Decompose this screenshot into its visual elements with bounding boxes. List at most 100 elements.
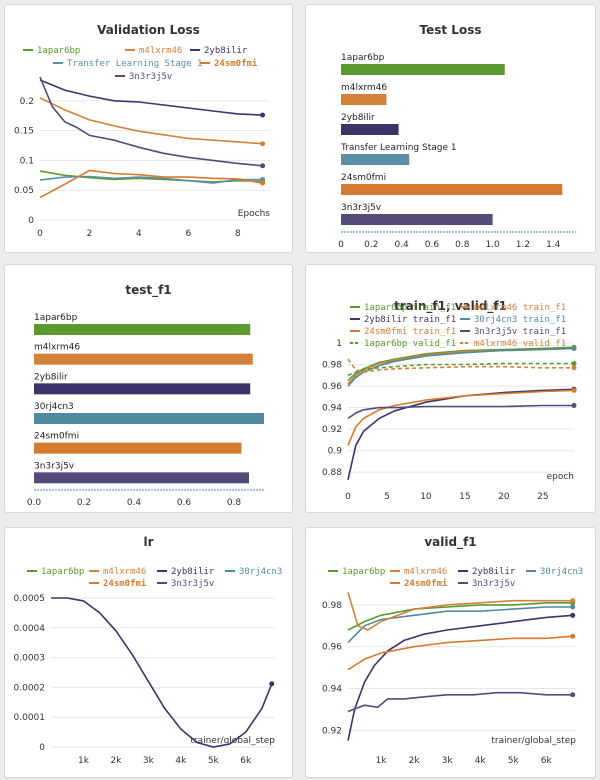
- validation-loss-panel: Validation Loss 0 0.05 0.1 0.15 0.2 0 2 4 6 8 Epoch…: [4, 4, 293, 253]
- series-line-m4lxrm46: [39, 97, 263, 145]
- bar-label-24sm0fmi: 24sm0fmi: [34, 432, 79, 442]
- series-end-point-3n3r3j5v-train-f1: [571, 402, 577, 408]
- legend-item-1apar6bp: 1apar6bp: [41, 567, 84, 577]
- bar-label-m4lxrm46: m4lxrm46: [341, 83, 387, 93]
- x-tick-label: 4k: [475, 756, 487, 766]
- series-line-30rj4cn3: [347, 606, 573, 644]
- x-tick-label: 4: [136, 229, 142, 239]
- series-end-point-transfer-learning-stage-1: [260, 176, 266, 182]
- series-end-point-24sm0fmi: [570, 633, 576, 639]
- bar-3n3r3j5v: [34, 472, 249, 484]
- series-end-point-30rj4cn3: [570, 604, 576, 610]
- series-line-m4lxrm46: [347, 592, 573, 631]
- x-tick-label: 5k: [508, 756, 520, 766]
- series-line-1apar6bp-valid-f1: [347, 362, 574, 377]
- legend-item-3n3r3j5v-train-f1: 3n3r3j5v train_f1: [474, 327, 566, 337]
- legend-item-1apar6bp: 1apar6bp: [342, 567, 385, 577]
- x-tick-label: 15: [459, 492, 470, 502]
- x-tick-label: 0.8: [227, 498, 242, 508]
- y-tick-label: 0.96: [322, 382, 342, 392]
- legend-item-m4lxrm46-valid-f1: m4lxrm46 valid_f1: [474, 339, 566, 349]
- bar-3n3r3j5v: [341, 214, 493, 225]
- y-tick-label: 0.94: [322, 404, 342, 414]
- x-tick-label: 6k: [240, 756, 252, 766]
- x-tick-label: 1k: [376, 756, 388, 766]
- series-line-1apar6bp: [347, 602, 573, 631]
- legend-item-30rj4cn3: 30rj4cn3: [540, 567, 583, 577]
- legend-item-24sm0fmi: 24sm0fmi: [214, 58, 258, 69]
- chart-title: Validation Loss: [97, 23, 200, 37]
- x-tick-label: 8: [235, 229, 241, 239]
- legend-item-1apar6bp: 1apar6bp: [37, 46, 80, 56]
- series-line-24sm0fmi-train-f1: [347, 389, 575, 446]
- x-tick-label: 5k: [208, 756, 220, 766]
- validation-loss-chart: Validation Loss 0 0.05 0.1 0.15 0.2 0 2 4 6 8 Epoch…: [14, 23, 271, 239]
- x-tick-label: 0.6: [177, 498, 192, 508]
- x-tick-label: 0.6: [425, 240, 440, 250]
- series-line-2yb8ilir-train-f1: [347, 388, 575, 480]
- x-tick-label: 3k: [143, 756, 155, 766]
- legend-item-m4lxrm46: m4lxrm46: [404, 567, 447, 577]
- legend-item-1apar6bp-valid-f1: 1apar6bp valid_f1: [364, 339, 456, 349]
- x-tick-label: 1k: [78, 756, 90, 766]
- legend-item-3n3r3j5v: 3n3r3j5v: [472, 579, 515, 589]
- y-tick-label: 0.88: [322, 468, 342, 478]
- series-line-2yb8ilir: [51, 597, 273, 748]
- x-tick-label: 1.0: [485, 240, 500, 250]
- bar-label-30rj4cn3: 30rj4cn3: [34, 402, 74, 412]
- y-tick-label: 0.96: [322, 643, 342, 653]
- y-tick-label: 0.15: [14, 127, 34, 137]
- x-tick-label: 1.2: [516, 240, 530, 250]
- chart-title: lr: [143, 535, 153, 549]
- valid-f1-panel: valid_f1 0.92 0.94 0.96 0.98 1k 2k 3k 4k 5k 6k trai…: [305, 527, 596, 778]
- x-tick-label: 0.4: [394, 240, 409, 250]
- y-tick-label: 0.0002: [14, 683, 46, 693]
- x-tick-label: 25: [537, 492, 548, 502]
- x-tick-label: 6: [186, 229, 192, 239]
- x-axis-label: Epochs: [238, 209, 271, 219]
- x-tick-label: 0.2: [77, 498, 91, 508]
- series-line-3n3r3j5v: [39, 76, 263, 167]
- legend-item-2yb8ilir: 2yb8ilir: [171, 567, 215, 577]
- y-tick-label: 1: [336, 339, 342, 349]
- series-end-point-24sm0fmi: [260, 180, 266, 186]
- x-tick-label: 1.4: [546, 240, 561, 250]
- bar-transfer-learning-stage-1: [341, 154, 410, 165]
- valid-f1-chart: valid_f1 0.92 0.94 0.96 0.98 1k 2k 3k 4k 5k 6k trai…: [322, 535, 583, 766]
- x-tick-label: 3k: [442, 756, 454, 766]
- bar-label-3n3r3j5v: 3n3r3j5v: [34, 461, 75, 471]
- bar-1apar6bp: [341, 64, 505, 75]
- chart-title: Test Loss: [420, 23, 482, 37]
- bar-24sm0fmi: [34, 442, 242, 454]
- bar-24sm0fmi: [341, 184, 563, 195]
- series-end-point-3n3r3j5v: [570, 692, 576, 698]
- y-tick-label: 0.92: [322, 726, 342, 736]
- lr-panel: lr 0 0.0001 0.0002 0.0003 0.0004 0.0005 1k 2k 3k 4…: [4, 527, 293, 778]
- bar-30rj4cn3: [34, 413, 264, 424]
- bar-m4lxrm46: [34, 353, 253, 365]
- legend-item-24sm0fmi: 24sm0fmi: [103, 578, 147, 589]
- y-tick-label: 0.1: [20, 156, 34, 166]
- series-end-point-2yb8ilir: [570, 612, 576, 618]
- test-loss-panel: Test Loss 1apar6bp m4lxrm46 2yb8ilir Transfe…: [305, 4, 596, 253]
- test-f1-chart: test_f1 1apar6bp m4lxrm46 2yb8ilir 30rj4cn3 2…: [27, 283, 264, 508]
- bar-label-transfer-learning-stage-1: Transfer Learning Stage 1: [340, 143, 457, 153]
- y-tick-label: 0: [39, 743, 45, 753]
- series-line-m4lxrm46-valid-f1: [347, 358, 574, 373]
- bar-m4lxrm46: [341, 94, 387, 105]
- bar-1apar6bp: [34, 324, 251, 335]
- series-end-point-3n3r3j5v: [260, 163, 266, 169]
- legend-item-m4lxrm46: m4lxrm46: [139, 46, 182, 56]
- series-end-point-1apar6bp-valid-f1: [571, 360, 577, 366]
- series-end-point-m4lxrm46: [260, 141, 266, 147]
- legend-item-m4lxrm46-train-f1: m4lxrm46 train_f1: [474, 303, 566, 313]
- bar-label-3n3r3j5v: 3n3r3j5v: [341, 203, 382, 213]
- series-end-point-2yb8ilir: [260, 112, 266, 118]
- x-tick-label: 0: [345, 492, 351, 502]
- legend-item-transfer-learning-stage-1: Transfer Learning Stage 1: [67, 59, 202, 69]
- y-tick-label: 0.98: [322, 361, 342, 371]
- series-line-30rj4cn3-train-f1: [347, 347, 575, 387]
- legend-item-m4lxrm46: m4lxrm46: [103, 567, 146, 577]
- x-axis-label: epoch: [547, 472, 574, 482]
- train-valid-f1-panel: train_f1, valid_f1 0.88 0.9 0.92 0.94 0.96 0.9…: [305, 264, 596, 513]
